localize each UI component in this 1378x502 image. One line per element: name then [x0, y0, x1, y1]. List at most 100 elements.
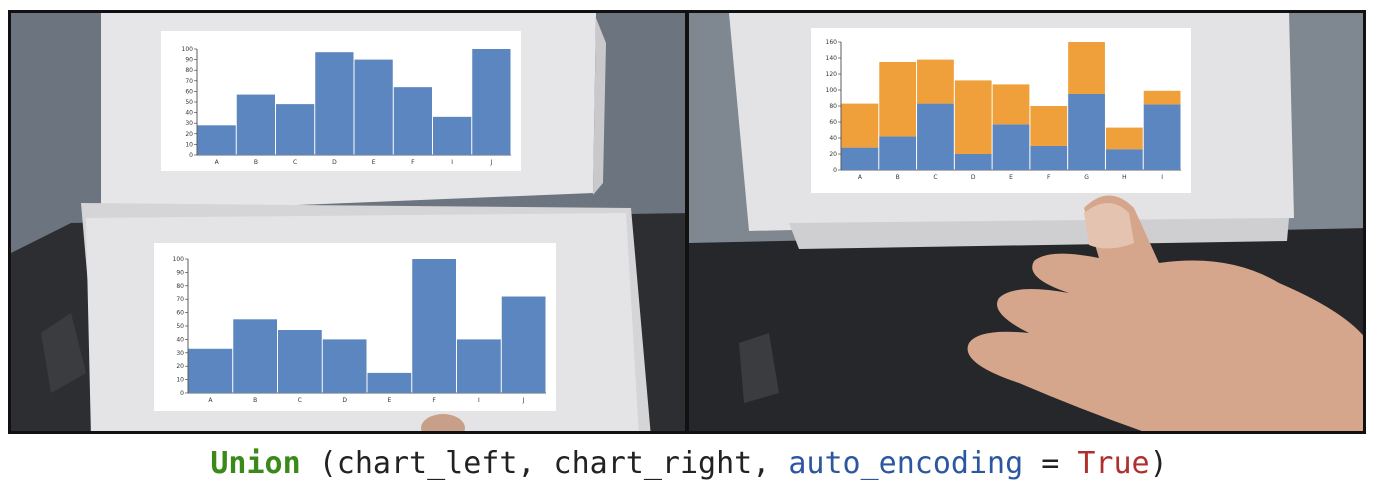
bar-segment — [992, 124, 1030, 170]
bar — [278, 330, 322, 393]
x-tick-label: D — [971, 174, 976, 181]
x-tick-label: I — [1161, 174, 1163, 181]
bar-segment — [879, 62, 917, 137]
y-tick-label: 90 — [185, 57, 193, 64]
y-tick-label: 80 — [829, 103, 837, 110]
bar — [412, 259, 456, 393]
y-tick-label: 0 — [180, 390, 184, 397]
caption-value: True — [1077, 446, 1150, 481]
y-tick-label: 80 — [176, 283, 184, 290]
y-tick-label: 50 — [176, 323, 184, 330]
x-tick-label: H — [1122, 174, 1127, 181]
bar — [433, 116, 472, 155]
y-tick-label: 40 — [176, 336, 184, 343]
code-caption: Union (chart_left, chart_right, auto_enc… — [0, 446, 1378, 481]
x-tick-label: E — [387, 397, 391, 404]
y-tick-label: 60 — [185, 88, 193, 95]
bar — [276, 104, 315, 155]
bar — [393, 87, 432, 155]
y-tick-label: 60 — [829, 119, 837, 126]
y-tick-label: 20 — [829, 151, 837, 158]
bar — [315, 52, 354, 155]
chart-left-bottom: 0 10 20 30 40 50 60 70 80 90 100 A B C D E F I J — [154, 243, 556, 411]
caption-equals: = — [1023, 446, 1078, 481]
bar — [233, 319, 277, 393]
y-tick-label: 10 — [176, 377, 184, 384]
bar — [354, 59, 393, 155]
x-tick-label: J — [489, 159, 492, 166]
chart-left-top: 0 10 20 30 40 50 60 70 80 90 100 A B C D E F I J — [161, 31, 521, 171]
caption-args: (chart_left, chart_right, — [300, 446, 789, 481]
bar-segment — [917, 103, 954, 170]
bar-segment — [1030, 146, 1068, 170]
function-name: Union — [210, 446, 301, 481]
photo-right: 0 20 40 60 80 100 120 140 160 A B C D E F G H I — [686, 10, 1366, 434]
bar-segment — [1105, 127, 1143, 150]
y-tick-label: 40 — [185, 110, 193, 117]
x-tick-label: C — [933, 174, 937, 181]
x-tick-label: F — [1047, 174, 1051, 181]
x-tick-label: D — [332, 159, 337, 166]
y-tick-label: 160 — [826, 39, 838, 46]
bar-segment — [1030, 106, 1068, 146]
y-tick-label: 100 — [182, 46, 194, 53]
photo-left: 0 10 20 30 40 50 60 70 80 90 100 A B C D E F I J 0 10 20 30 40… — [8, 10, 688, 434]
x-tick-label: C — [298, 397, 302, 404]
y-tick-label: 50 — [185, 99, 193, 106]
y-tick-label: 120 — [826, 71, 838, 78]
bar — [322, 339, 367, 393]
bar-segment — [1143, 90, 1181, 105]
bar-segment — [992, 84, 1030, 125]
y-tick-label: 0 — [833, 167, 837, 174]
bar — [188, 348, 233, 393]
x-tick-label: G — [1084, 174, 1089, 181]
x-tick-label: B — [896, 174, 900, 181]
x-tick-label: B — [253, 397, 257, 404]
bar — [457, 339, 501, 393]
x-tick-label: A — [215, 159, 220, 166]
x-tick-label: A — [858, 174, 863, 181]
bar — [236, 94, 275, 155]
bar — [197, 125, 236, 155]
x-tick-label: A — [208, 397, 213, 404]
y-tick-label: 90 — [176, 269, 184, 276]
bar — [472, 49, 511, 155]
bar-segment — [954, 80, 992, 154]
y-tick-label: 100 — [826, 87, 838, 94]
chart-right: 0 20 40 60 80 100 120 140 160 A B C D E F G H I — [811, 28, 1191, 193]
y-tick-label: 70 — [176, 296, 184, 303]
bar-segment — [841, 103, 879, 148]
y-tick-label: 10 — [185, 141, 193, 148]
bar-segment — [1068, 94, 1105, 170]
bar-segment — [917, 59, 954, 104]
x-tick-label: J — [522, 397, 525, 404]
x-tick-label: B — [254, 159, 258, 166]
y-tick-label: 60 — [176, 310, 184, 317]
y-tick-label: 30 — [176, 350, 184, 357]
y-tick-label: 70 — [185, 78, 193, 85]
x-tick-label: D — [342, 397, 347, 404]
bar-segment — [841, 147, 879, 170]
x-tick-label: F — [411, 159, 415, 166]
bar — [367, 372, 412, 393]
y-tick-label: 30 — [185, 120, 193, 127]
caption-close: ) — [1149, 446, 1168, 481]
y-tick-label: 100 — [173, 256, 185, 263]
y-tick-label: 140 — [826, 55, 838, 62]
bar-segment — [1068, 42, 1105, 94]
bar-segment — [879, 136, 917, 170]
bar-segment — [1105, 149, 1143, 170]
x-tick-label: F — [432, 397, 436, 404]
caption-param: auto_encoding — [788, 446, 1024, 481]
bar-segment — [1143, 104, 1181, 170]
y-tick-label: 20 — [176, 363, 184, 370]
x-tick-label: E — [1009, 174, 1013, 181]
x-tick-label: I — [478, 397, 480, 404]
bar-segment — [954, 154, 992, 170]
x-tick-label: E — [372, 159, 376, 166]
y-tick-label: 40 — [829, 135, 837, 142]
y-tick-label: 0 — [189, 152, 193, 159]
y-tick-label: 20 — [185, 131, 193, 138]
y-tick-label: 80 — [185, 67, 193, 74]
bar — [501, 296, 546, 393]
